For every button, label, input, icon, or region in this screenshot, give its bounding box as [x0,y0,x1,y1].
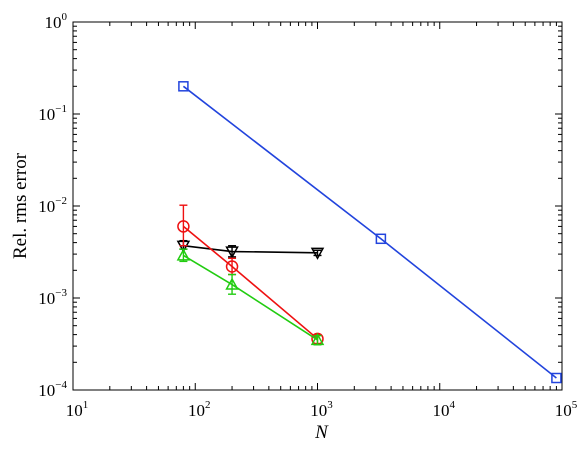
y-tick-label: 100 [45,11,68,32]
data-series [176,81,562,384]
x-tick-label: 101 [66,399,89,420]
square-marker [551,372,562,384]
triangle-down-marker [310,247,325,260]
triangle-up-marker [176,248,191,261]
series-square [178,81,562,384]
triangle-up-marker [310,332,325,346]
series-line [182,225,319,340]
triangle-up-marker [225,277,239,290]
triangle-down-marker [225,246,239,259]
y-tick-label: 10−1 [38,103,67,124]
y-axis-title: Rel. rms error [10,152,31,259]
tick-labels: 101 102 103 104 105 100 10−1 10−2 10−3 10−4 [38,11,577,420]
series-circle [177,204,324,346]
series-triangle-up [176,248,325,346]
series-line [182,254,318,341]
x-tick-label: 103 [310,399,333,420]
axes [72,21,563,391]
y-tick-label: 10−4 [38,379,67,400]
x-tick-label: 102 [188,399,211,420]
series-line [183,244,318,254]
y-tick-label: 10−3 [38,287,67,308]
circle-marker [225,260,239,273]
x-axis-title: N [314,422,329,443]
square-marker [375,233,387,245]
x-tick-label: 104 [433,399,456,420]
series-line [182,85,557,379]
y-tick-label: 10−2 [38,195,67,216]
circle-marker [177,220,190,233]
square-marker [178,81,189,92]
x-tick-label: 105 [555,399,578,420]
series-triangle-down [176,239,325,260]
